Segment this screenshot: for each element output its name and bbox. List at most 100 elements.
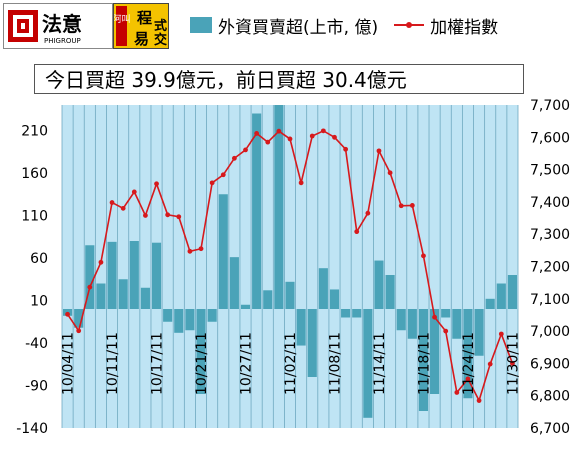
bar-foreign-net [151, 242, 162, 309]
index-point [165, 212, 171, 218]
index-point [187, 248, 193, 254]
bar-foreign-net [485, 298, 495, 309]
index-point [476, 398, 482, 403]
x-axis-date-label: 11/24/11 [461, 332, 477, 395]
left-axis-tick-label: -140 [16, 421, 48, 437]
program-trading-logo: 阿叫 程 式 交 易 [112, 3, 169, 49]
bar-foreign-net [318, 268, 328, 309]
summary-box: 今日買超 39.9億元，前日買超 30.4億元 [34, 64, 524, 94]
index-point [87, 284, 93, 290]
brand2-char-4: 易 [134, 30, 149, 48]
brand2-side-text: 阿叫 [114, 14, 131, 25]
bar-foreign-net [474, 309, 484, 356]
phigroup-logo: 法意 PHIGROUP [3, 3, 113, 49]
index-point [209, 180, 215, 186]
bar-foreign-net [341, 309, 351, 318]
bar-foreign-net [207, 309, 217, 322]
index-point [265, 139, 271, 145]
right-axis-tick-label: 6,700 [530, 421, 570, 437]
right-axis-tick-label: 7,300 [530, 227, 570, 243]
legend-line-label: 加權指數 [430, 17, 499, 38]
bar-foreign-net [140, 287, 150, 309]
bar-foreign-net [329, 289, 340, 309]
legend-bar-label: 外資買賣超(上市, 億) [218, 17, 379, 38]
index-point [109, 200, 115, 205]
index-point [309, 133, 315, 139]
index-point [220, 172, 226, 178]
index-point [398, 203, 404, 209]
x-axis-date-label: 10/04/11 [61, 332, 77, 395]
bar-foreign-net [174, 309, 184, 333]
index-point [443, 328, 449, 334]
brand2-char-1: 程 [137, 9, 152, 27]
x-axis-date-label: 10/17/11 [150, 332, 166, 395]
index-point [176, 214, 182, 220]
right-axis-tick-label: 7,400 [530, 195, 570, 211]
right-axis-tick-label: 6,800 [530, 389, 570, 405]
x-axis-date-label: 11/30/11 [505, 332, 521, 395]
bar-foreign-net [385, 275, 395, 309]
bar-foreign-net [463, 309, 473, 399]
right-axis-tick-label: 7,700 [530, 98, 570, 114]
index-point [510, 361, 515, 366]
index-point [287, 136, 293, 142]
brand2-char-2: 式 [154, 18, 167, 34]
bar-foreign-net [307, 309, 317, 377]
index-point [120, 205, 126, 211]
x-axis-date-label: 11/18/11 [416, 332, 432, 395]
bar-foreign-net [129, 241, 139, 309]
index-point [454, 390, 460, 395]
right-axis-tick-label: 7,200 [530, 260, 570, 276]
left-axis-tick-label: 60 [30, 251, 48, 267]
index-point [332, 134, 337, 140]
right-axis-tick-label: 7,600 [530, 130, 570, 146]
x-axis-date-label: 11/08/11 [327, 332, 343, 395]
index-point [409, 203, 415, 208]
bar-foreign-net [196, 309, 206, 394]
bar-foreign-net [296, 309, 306, 346]
bar-foreign-net [240, 304, 251, 309]
bar-foreign-net [407, 309, 417, 339]
index-point [365, 210, 371, 216]
bar-foreign-net [74, 309, 84, 328]
bar-foreign-net [374, 260, 384, 309]
legend-line-swatch [394, 17, 425, 33]
left-axis-tick-label: 210 [21, 124, 48, 140]
bar-foreign-net [274, 105, 284, 309]
index-point [154, 181, 159, 187]
bar-foreign-net [118, 279, 128, 309]
bar-foreign-net [507, 275, 517, 309]
right-axis-tick-label: 7,000 [530, 324, 570, 340]
right-axis-tick-label: 7,500 [530, 163, 570, 179]
x-axis-date-label: 11/14/11 [372, 332, 388, 395]
x-axis-date-label: 11/02/11 [283, 332, 299, 395]
bar-foreign-net [96, 283, 106, 309]
right-axis-tick-label: 6,900 [530, 356, 570, 372]
brand1-sub-text: PHIGROUP [44, 37, 81, 45]
bar-foreign-net [452, 309, 462, 339]
index-point [231, 155, 237, 161]
index-point [354, 229, 360, 235]
index-point [298, 180, 304, 186]
brand2-char-3: 交 [154, 32, 167, 48]
index-point [65, 311, 70, 317]
bar-foreign-net [263, 290, 273, 309]
bar-foreign-net [441, 309, 451, 318]
index-point [276, 128, 282, 134]
left-axis-tick-label: 10 [30, 294, 48, 310]
right-axis-tick-label: 7,100 [530, 292, 570, 308]
index-point [254, 131, 260, 136]
index-point [487, 361, 493, 367]
bar-foreign-net [363, 309, 373, 418]
index-point [131, 189, 137, 195]
index-point [76, 328, 82, 334]
bar-foreign-net [107, 241, 117, 309]
index-point [198, 246, 204, 252]
index-point [465, 376, 471, 382]
index-point [320, 128, 326, 134]
index-point [387, 170, 393, 176]
bar-foreign-net [496, 283, 506, 309]
index-point [98, 259, 104, 265]
x-axis-date-label: 10/11/11 [105, 332, 121, 395]
index-point [143, 213, 148, 218]
